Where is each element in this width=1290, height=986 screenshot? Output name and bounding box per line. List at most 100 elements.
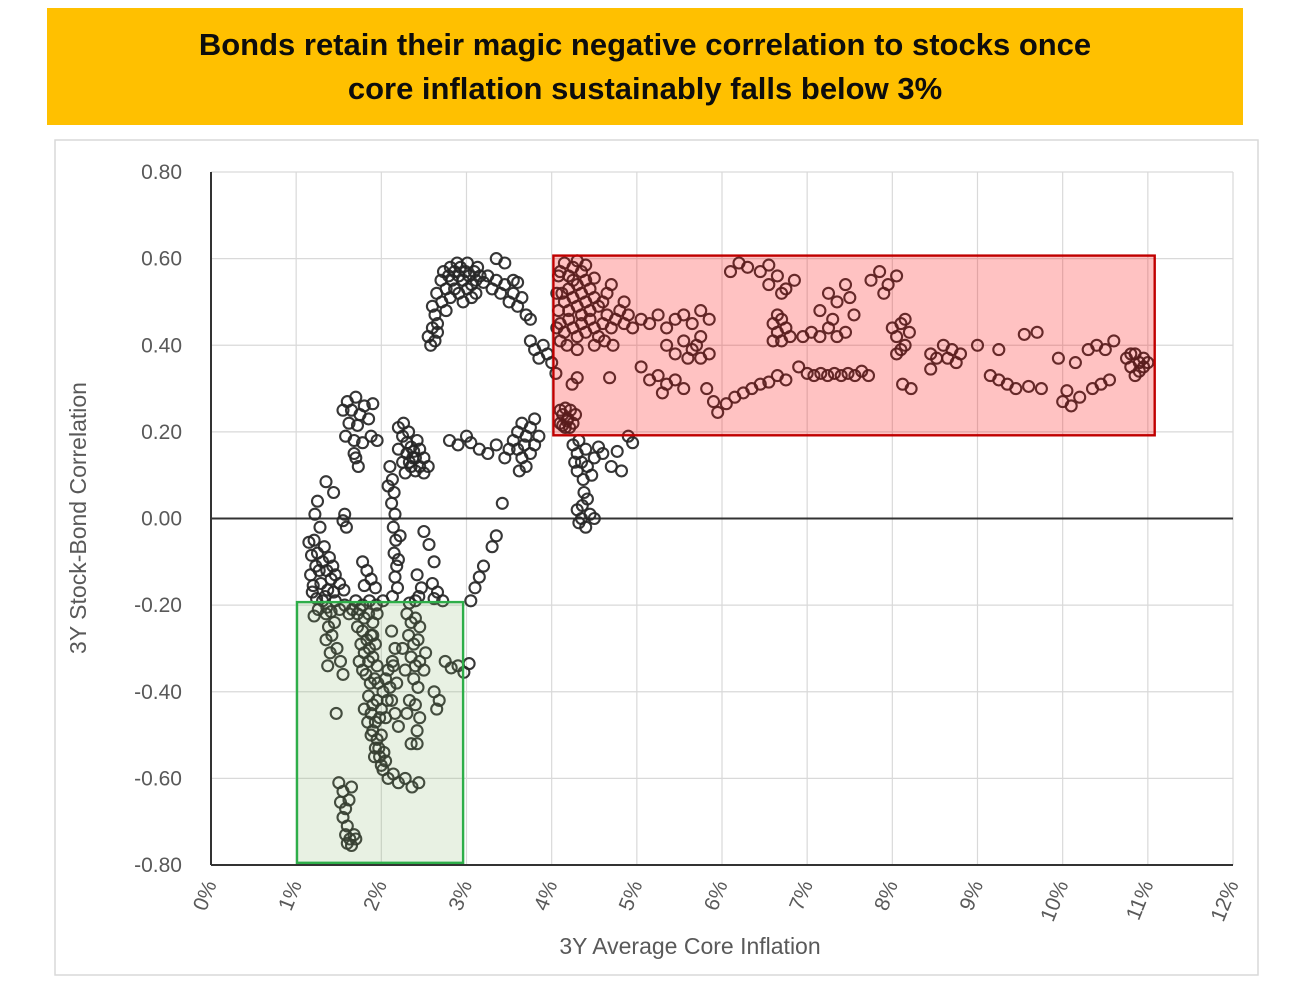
- scatter-point: [706, 395, 721, 409]
- scatter-point: [361, 715, 375, 729]
- y-axis-tick-label: -0.60: [134, 767, 182, 790]
- scatter-point: [813, 304, 827, 318]
- scatter-point: [677, 334, 691, 348]
- scatter-point: [902, 325, 916, 339]
- scatter-point: [307, 533, 321, 547]
- scatter-point: [685, 317, 699, 331]
- scatter-point: [890, 330, 904, 344]
- scatter-point: [694, 351, 708, 365]
- scatter-point: [779, 373, 793, 387]
- scatter-point: [563, 420, 577, 435]
- scatter-point: [953, 347, 968, 361]
- scatter-point: [762, 375, 776, 389]
- scatter-point: [350, 418, 365, 432]
- scatter-point: [410, 433, 424, 448]
- scatter-point: [1141, 356, 1155, 370]
- scatter-point: [924, 362, 938, 376]
- scatter-point: [364, 728, 378, 742]
- scatter-point: [413, 711, 427, 725]
- scatter-point: [422, 537, 436, 552]
- scatter-point: [651, 369, 665, 383]
- scatter-point: [339, 520, 353, 534]
- scatter-point: [877, 286, 891, 300]
- scatter-point: [342, 416, 356, 430]
- scatter-point: [349, 451, 363, 465]
- chart-border-layer: [54, 139, 1259, 976]
- scatter-point: [668, 373, 682, 387]
- scatter-point: [305, 585, 319, 599]
- y-axis-tick-label: -0.80: [134, 854, 182, 877]
- scatter-point: [432, 693, 446, 707]
- scatter-point: [572, 516, 586, 530]
- scatter-point: [393, 529, 407, 543]
- scatter-point: [762, 258, 776, 272]
- scatter-point: [372, 741, 386, 755]
- scatter-point: [319, 475, 333, 489]
- scatter-point: [379, 754, 393, 768]
- scatter-point: [410, 737, 424, 751]
- scatter-point: [317, 540, 331, 554]
- scatter-point: [681, 351, 695, 365]
- scatter-point: [843, 291, 857, 305]
- scatter-point: [404, 737, 418, 751]
- scatter-point: [894, 343, 908, 357]
- scatter-point: [387, 546, 401, 560]
- scatter-point: [904, 382, 918, 396]
- scatter-point: [381, 479, 395, 493]
- scatter-point: [383, 459, 397, 474]
- scatter-point: [550, 321, 564, 335]
- scatter-point: [677, 308, 691, 322]
- scatter-point: [330, 641, 344, 655]
- scatter-point: [617, 295, 631, 309]
- scatter-point: [992, 343, 1006, 357]
- scatter-point: [371, 676, 385, 690]
- scatter-point: [386, 659, 400, 673]
- scatter-point: [336, 514, 350, 528]
- scatter-point: [660, 321, 674, 335]
- y-axis-title: 3Y Stock-Bond Correlation: [65, 382, 91, 654]
- scatter-point: [414, 581, 428, 595]
- scatter-point: [970, 338, 985, 352]
- scatter-point: [766, 334, 780, 348]
- scatter-point: [417, 663, 431, 677]
- scatter-point: [723, 265, 738, 279]
- scatter-point: [427, 592, 441, 606]
- scatter-point: [421, 459, 435, 474]
- scatter-point: [347, 433, 361, 448]
- scatter-point: [326, 559, 340, 573]
- scatter-point: [553, 403, 567, 417]
- scatter-point: [555, 286, 569, 300]
- scatter-point: [444, 661, 458, 675]
- scatter-point: [376, 594, 390, 608]
- scatter-point: [410, 568, 424, 582]
- scatter-point: [357, 579, 371, 593]
- scatter-point: [813, 330, 827, 344]
- scatter-point: [570, 343, 584, 357]
- scatter-point: [304, 548, 319, 562]
- scatter-point: [643, 317, 657, 331]
- scatter-point: [532, 429, 546, 443]
- scatter-point: [385, 693, 399, 707]
- scatter-point: [464, 594, 478, 608]
- scatter-point: [476, 559, 491, 573]
- scatter-point: [370, 659, 384, 673]
- scatter-point: [362, 412, 376, 426]
- scatter-point: [838, 325, 853, 339]
- y-axis-tick-label: 0.20: [141, 421, 182, 444]
- scatter-point: [577, 485, 591, 500]
- scatter-point: [313, 520, 327, 534]
- y-axis-tick-label: 0.00: [141, 508, 182, 531]
- scatter-point: [792, 360, 806, 374]
- scatter-point: [400, 706, 414, 720]
- scatter-point: [391, 719, 405, 733]
- scatter-point: [350, 620, 365, 634]
- chart-title-line-2: core inflation sustainably falls below 3…: [347, 70, 943, 106]
- scatter-point: [898, 312, 912, 326]
- scatter-point: [342, 793, 356, 807]
- chart-title-banner: Bonds retain their magic negative correl…: [47, 8, 1243, 125]
- scatter-point: [319, 607, 333, 621]
- scatter-point: [626, 436, 640, 450]
- scatter-point: [476, 275, 491, 289]
